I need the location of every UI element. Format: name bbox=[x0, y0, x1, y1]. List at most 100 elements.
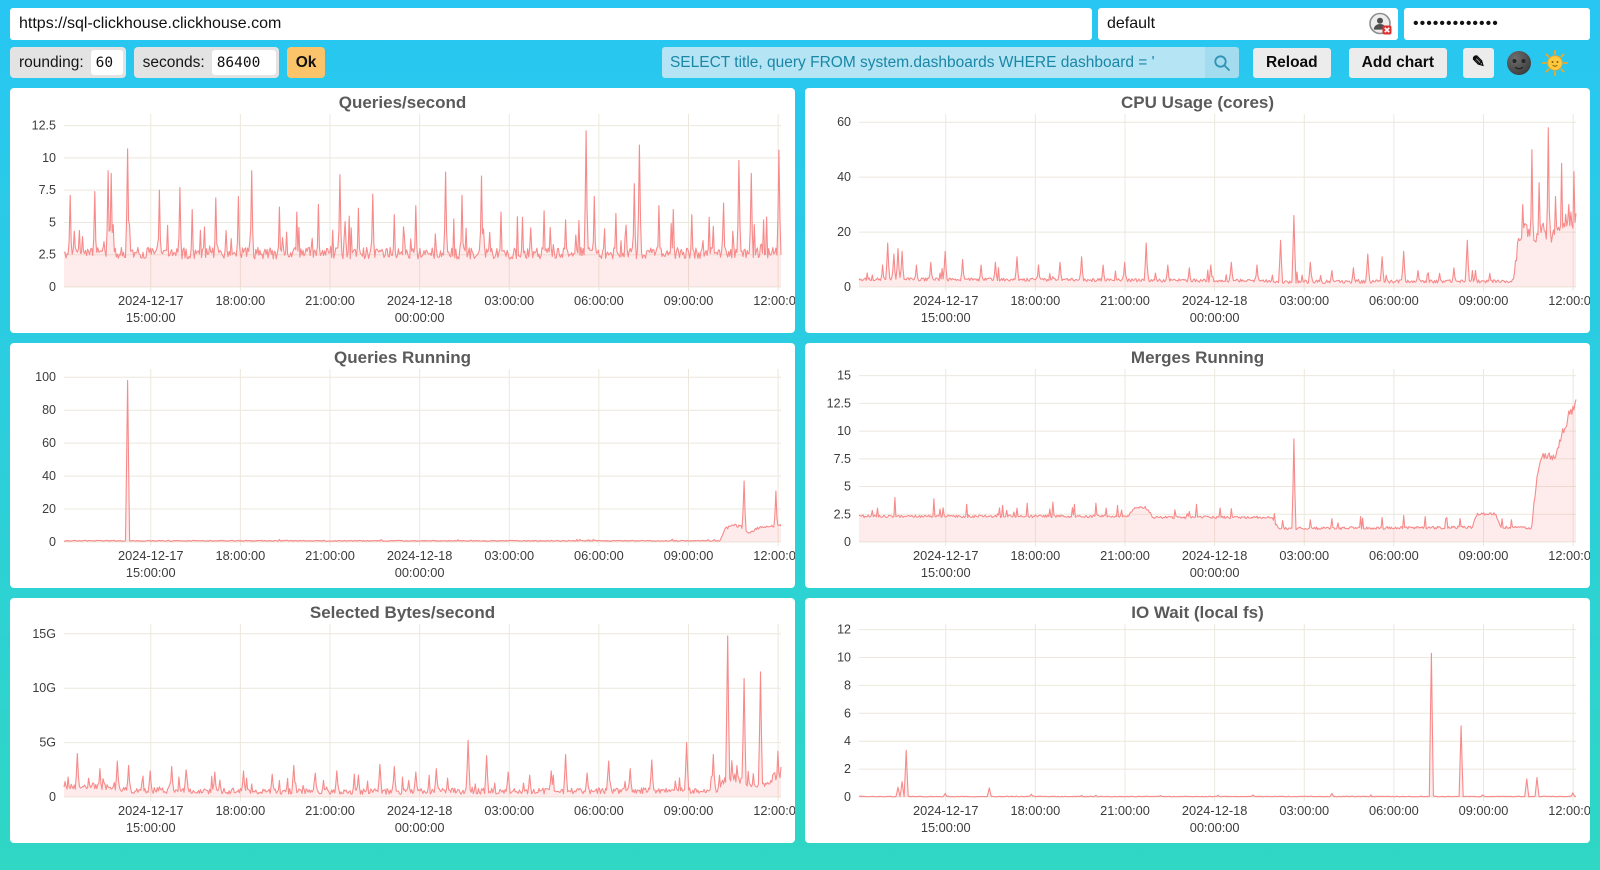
svg-text:2024-12-18: 2024-12-18 bbox=[387, 803, 452, 818]
svg-text:21:00:00: 21:00:00 bbox=[1100, 548, 1150, 563]
svg-text:2024-12-18: 2024-12-18 bbox=[387, 548, 452, 563]
svg-text:12:00:00: 12:00:00 bbox=[1548, 293, 1590, 308]
chart-card: Queries/second 2024-12-17 15:00:00 18:00:0… bbox=[10, 88, 795, 333]
svg-text:0: 0 bbox=[49, 790, 56, 804]
svg-text:60: 60 bbox=[837, 115, 851, 129]
svg-text:00:00:00: 00:00:00 bbox=[1190, 310, 1240, 325]
svg-text:00:00:00: 00:00:00 bbox=[395, 310, 445, 325]
svg-text:03:00:00: 03:00:00 bbox=[1279, 548, 1329, 563]
svg-text:21:00:00: 21:00:00 bbox=[305, 803, 355, 818]
user-circle-error-icon[interactable] bbox=[1367, 11, 1393, 37]
svg-text:10: 10 bbox=[837, 424, 851, 438]
chart-card: Selected Bytes/second 2024-12-17 15:00:00… bbox=[10, 598, 795, 843]
svg-text:2024-12-17: 2024-12-17 bbox=[118, 293, 183, 308]
search-button[interactable] bbox=[1204, 47, 1239, 78]
svg-text:15:00:00: 15:00:00 bbox=[126, 310, 176, 325]
url-input[interactable] bbox=[10, 8, 1092, 40]
svg-text:10: 10 bbox=[837, 650, 851, 664]
svg-text:12.5: 12.5 bbox=[827, 396, 851, 410]
dashboard-query-group bbox=[661, 47, 1239, 78]
svg-text:12:00:00: 12:00:00 bbox=[753, 803, 795, 818]
chart-canvas[interactable]: 2024-12-17 15:00:00 18:00:00 21:00:00 2024-1… bbox=[10, 343, 795, 588]
svg-text:7.5: 7.5 bbox=[834, 452, 851, 466]
seconds-label: seconds: bbox=[142, 53, 205, 71]
svg-text:09:00:00: 09:00:00 bbox=[664, 548, 714, 563]
svg-text:12:00:00: 12:00:00 bbox=[1548, 548, 1590, 563]
svg-text:09:00:00: 09:00:00 bbox=[1459, 548, 1509, 563]
chart-canvas[interactable]: 2024-12-17 15:00:00 18:00:00 21:00:00 2024-1… bbox=[10, 598, 795, 843]
chart-card: CPU Usage (cores) 2024-12-17 15:00:00 18:0… bbox=[805, 88, 1590, 333]
username-input[interactable] bbox=[1098, 8, 1398, 40]
seconds-control: seconds: bbox=[133, 47, 279, 78]
svg-text:2.5: 2.5 bbox=[834, 507, 851, 521]
chart-card: IO Wait (local fs) 2024-12-17 15:00:00 18:… bbox=[805, 598, 1590, 843]
svg-text:21:00:00: 21:00:00 bbox=[305, 293, 355, 308]
svg-text:6: 6 bbox=[844, 706, 851, 720]
edit-button[interactable]: ✎ bbox=[1463, 47, 1494, 78]
svg-text:8: 8 bbox=[844, 678, 851, 692]
svg-text:12: 12 bbox=[837, 623, 851, 637]
svg-text:15:00:00: 15:00:00 bbox=[921, 820, 971, 835]
svg-text:100: 100 bbox=[35, 370, 56, 384]
svg-text:10: 10 bbox=[42, 151, 56, 165]
svg-text:2.5: 2.5 bbox=[39, 248, 56, 262]
chart-canvas[interactable]: 2024-12-17 15:00:00 18:00:00 21:00:00 2024-1… bbox=[10, 88, 795, 333]
svg-text:60: 60 bbox=[42, 436, 56, 450]
svg-text:09:00:00: 09:00:00 bbox=[664, 803, 714, 818]
svg-text:15:00:00: 15:00:00 bbox=[921, 565, 971, 580]
svg-text:0: 0 bbox=[844, 280, 851, 294]
add-chart-button[interactable]: Add chart bbox=[1348, 47, 1447, 78]
svg-text:00:00:00: 00:00:00 bbox=[1190, 820, 1240, 835]
light-theme-toggle[interactable] bbox=[1541, 49, 1569, 76]
reload-button[interactable]: Reload bbox=[1252, 47, 1331, 78]
seconds-input[interactable] bbox=[211, 50, 276, 75]
svg-text:20: 20 bbox=[837, 225, 851, 239]
svg-text:03:00:00: 03:00:00 bbox=[484, 803, 534, 818]
username-field-wrap bbox=[1098, 8, 1398, 40]
chart-canvas[interactable]: 2024-12-17 15:00:00 18:00:00 21:00:00 2024-1… bbox=[805, 88, 1590, 333]
svg-text:15:00:00: 15:00:00 bbox=[921, 310, 971, 325]
svg-text:5: 5 bbox=[844, 480, 851, 494]
svg-text:5G: 5G bbox=[39, 736, 56, 750]
rounding-input[interactable] bbox=[90, 50, 123, 75]
svg-text:06:00:00: 06:00:00 bbox=[1369, 293, 1419, 308]
svg-text:20: 20 bbox=[42, 502, 56, 516]
svg-text:4: 4 bbox=[844, 734, 851, 748]
svg-text:15:00:00: 15:00:00 bbox=[126, 565, 176, 580]
svg-text:5: 5 bbox=[49, 215, 56, 229]
svg-text:40: 40 bbox=[837, 170, 851, 184]
svg-text:12:00:00: 12:00:00 bbox=[753, 293, 795, 308]
chart-canvas[interactable]: 2024-12-17 15:00:00 18:00:00 21:00:00 2024-1… bbox=[805, 343, 1590, 588]
svg-text:03:00:00: 03:00:00 bbox=[484, 548, 534, 563]
dashboard-query-input[interactable] bbox=[661, 47, 1205, 78]
svg-text:0: 0 bbox=[49, 535, 56, 549]
svg-text:00:00:00: 00:00:00 bbox=[395, 565, 445, 580]
svg-text:03:00:00: 03:00:00 bbox=[1279, 293, 1329, 308]
rounding-label: rounding: bbox=[19, 53, 84, 71]
rounding-control: rounding: bbox=[10, 47, 126, 78]
ok-button[interactable]: Ok bbox=[286, 47, 326, 78]
svg-text:2024-12-17: 2024-12-17 bbox=[118, 803, 183, 818]
svg-text:21:00:00: 21:00:00 bbox=[305, 548, 355, 563]
svg-text:18:00:00: 18:00:00 bbox=[1010, 803, 1060, 818]
svg-text:10G: 10G bbox=[32, 681, 56, 695]
svg-text:0: 0 bbox=[844, 535, 851, 549]
dark-theme-toggle[interactable] bbox=[1506, 50, 1532, 76]
svg-text:15: 15 bbox=[837, 369, 851, 383]
chart-canvas[interactable]: 2024-12-17 15:00:00 18:00:00 21:00:00 2024-1… bbox=[805, 598, 1590, 843]
svg-text:2024-12-17: 2024-12-17 bbox=[913, 803, 978, 818]
chart-card: Merges Running 2024-12-17 15:00:00 18:00:0… bbox=[805, 343, 1590, 588]
svg-text:03:00:00: 03:00:00 bbox=[484, 293, 534, 308]
svg-text:2024-12-18: 2024-12-18 bbox=[1182, 803, 1247, 818]
svg-text:7.5: 7.5 bbox=[39, 183, 56, 197]
svg-text:40: 40 bbox=[42, 469, 56, 483]
svg-text:0: 0 bbox=[844, 790, 851, 804]
svg-text:18:00:00: 18:00:00 bbox=[215, 803, 265, 818]
password-input[interactable] bbox=[1404, 8, 1590, 40]
chart-card: Queries Running 2024-12-17 15:00:00 18:00:… bbox=[10, 343, 795, 588]
svg-text:80: 80 bbox=[42, 403, 56, 417]
svg-text:06:00:00: 06:00:00 bbox=[1369, 548, 1419, 563]
new-moon-face-icon bbox=[1507, 50, 1531, 75]
dashboard-page: rounding: seconds: Ok Reload Add chart ✎ bbox=[10, 8, 1590, 843]
svg-text:21:00:00: 21:00:00 bbox=[1100, 293, 1150, 308]
